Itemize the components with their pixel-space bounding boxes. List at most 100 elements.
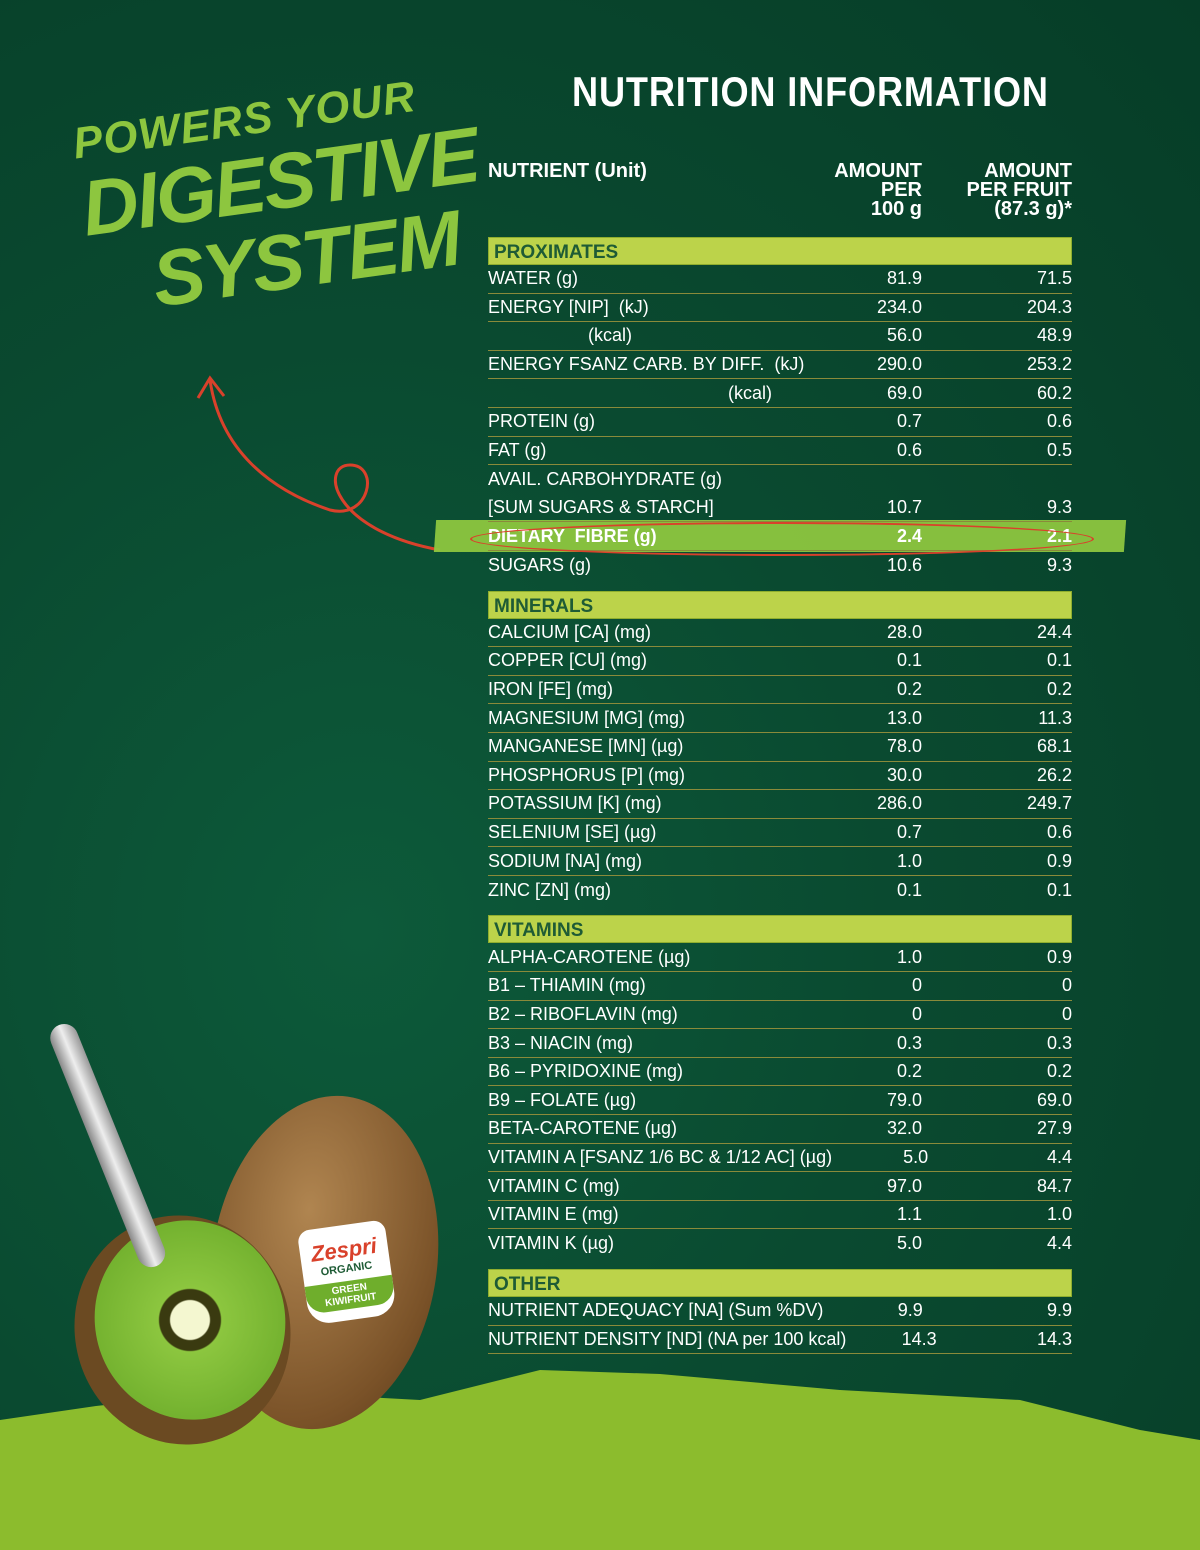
nutrient-name: VITAMIN K (µg) [488, 1233, 615, 1254]
nutrient-name: BETA-CAROTENE (µg) [488, 1118, 678, 1139]
amount-per-fruit: 11.3 [1038, 707, 1072, 728]
nutrient-name: IRON [FE] (mg) [488, 679, 613, 700]
table-row: [SUM SUGARS & STARCH] 10.7 9.3 [488, 494, 1072, 523]
nutrient-name: MAGNESIUM [MG] (mg) [488, 707, 685, 728]
amount-per-fruit: 0 [1061, 975, 1072, 996]
amount-per-100g: 14.3 [901, 1328, 937, 1349]
nutrient-name: B9 – FOLATE (µg) [488, 1089, 637, 1110]
amount-per-fruit: 0.9 [1046, 946, 1072, 967]
amount-per-100g: 0.2 [896, 679, 922, 700]
nutrient-name: MANGANESE [MN] (µg) [488, 736, 684, 757]
amount-per-fruit: 0.2 [1046, 1061, 1072, 1082]
table-row: WATER (g) 81.9 71.5 [488, 265, 1072, 294]
amount-per-100g: 9.9 [897, 1300, 923, 1321]
amount-per-fruit: 0.2 [1046, 679, 1072, 700]
amount-per-100g: 286.0 [876, 793, 922, 814]
amount-per-fruit: 9.3 [1046, 554, 1072, 575]
header-nutrient: NUTRIENT (Unit) [488, 160, 647, 182]
table-row: ENERGY FSANZ CARB. BY DIFF. (kJ) 290.0 253… [488, 351, 1072, 380]
table-row: B2 – RIBOFLAVIN (mg) 0 0 [488, 1001, 1072, 1030]
nutrient-name: VITAMIN A [FSANZ 1/6 BC & 1/12 AC] (µg) [488, 1146, 833, 1167]
amount-per-100g: 97.0 [886, 1175, 922, 1196]
nutrient-name: POTASSIUM [K] (mg) [488, 793, 662, 814]
amount-per-fruit: 204.3 [1026, 296, 1072, 317]
amount-per-100g: 1.1 [896, 1204, 922, 1225]
table-row: MAGNESIUM [MG] (mg) 13.0 11.3 [488, 704, 1072, 733]
amount-per-100g: 10.7 [886, 497, 922, 518]
header-per-100g: AMOUNT PER 100 g [834, 160, 922, 220]
amount-per-100g: 13.0 [886, 707, 922, 728]
amount-per-fruit: 24.4 [1036, 621, 1072, 642]
table-row: VITAMIN E (mg) 1.1 1.0 [488, 1201, 1072, 1230]
amount-per-100g: 1.0 [896, 946, 922, 967]
amount-per-100g: 234.0 [876, 296, 922, 317]
amount-per-100g: 0.7 [896, 821, 922, 842]
amount-per-100g: 0.2 [896, 1061, 922, 1082]
amount-per-100g: 69.0 [886, 382, 922, 403]
nutrient-name: (kcal) [488, 325, 633, 346]
amount-per-100g: 0.7 [896, 411, 922, 432]
amount-per-fruit: 48.9 [1036, 325, 1072, 346]
amount-per-fruit: 0.6 [1046, 821, 1072, 842]
table-row: COPPER [CU] (mg) 0.1 0.1 [488, 647, 1072, 676]
table-row: SELENIUM [SE] (µg) 0.7 0.6 [488, 819, 1072, 848]
amount-per-100g: 0.1 [896, 879, 922, 900]
table-row: VITAMIN C (mg) 97.0 84.7 [488, 1172, 1072, 1201]
amount-per-100g: 0 [911, 1003, 922, 1024]
slogan: POWERS YOUR DIGESTIVE SYSTEM [70, 65, 493, 328]
amount-per-fruit: 0.9 [1046, 850, 1072, 871]
amount-per-fruit: 0.5 [1046, 439, 1072, 460]
nutrient-name: ENERGY FSANZ CARB. BY DIFF. (kJ) [488, 354, 805, 375]
amount-per-100g: 81.9 [886, 268, 922, 289]
nutrition-table: PROXIMATES WATER (g) 81.9 71.5 ENERGY [NIP] … [488, 237, 1072, 1355]
amount-per-fruit: 9.9 [1046, 1300, 1072, 1321]
amount-per-fruit: 27.9 [1036, 1118, 1072, 1139]
table-row: CALCIUM [CA] (mg) 28.0 24.4 [488, 619, 1072, 648]
spoon-image [46, 1019, 170, 1272]
table-row: ZINC [ZN] (mg) 0.1 0.1 [488, 876, 1072, 905]
section-header: PROXIMATES [488, 237, 1072, 265]
amount-per-fruit: 0.1 [1046, 879, 1072, 900]
nutrient-name: NUTRIENT DENSITY [ND] (NA per 100 kcal) [488, 1328, 847, 1349]
table-row: BETA-CAROTENE (µg) 32.0 27.9 [488, 1115, 1072, 1144]
nutrient-name: ENERGY [NIP] (kJ) [488, 296, 649, 317]
amount-per-100g: 0.6 [896, 439, 922, 460]
table-row: B3 – NIACIN (mg) 0.3 0.3 [488, 1029, 1072, 1058]
table-row: NUTRIENT DENSITY [ND] (NA per 100 kcal) 1… [488, 1326, 1072, 1355]
nutrient-name: PROTEIN (g) [488, 411, 596, 432]
nutrient-name: SODIUM [NA] (mg) [488, 850, 643, 871]
amount-per-fruit: 4.4 [1046, 1146, 1072, 1167]
section-header: MINERALS [488, 590, 1072, 619]
amount-per-fruit: 68.1 [1036, 736, 1072, 757]
nutrient-name: B1 – THIAMIN (mg) [488, 975, 646, 996]
nutrient-name: B3 – NIACIN (mg) [488, 1032, 634, 1053]
table-row: (kcal) 56.0 48.9 [488, 322, 1072, 351]
amount-per-100g: 56.0 [886, 325, 922, 346]
table-row: (kcal) 69.0 60.2 [488, 379, 1072, 408]
nutrient-name: AVAIL. CARBOHYDRATE (g) [488, 468, 723, 489]
amount-per-100g: 32.0 [886, 1118, 922, 1139]
table-row: B1 – THIAMIN (mg) 0 0 [488, 972, 1072, 1001]
nutrient-name: PHOSPHORUS [P] (mg) [488, 764, 686, 785]
nutrient-name: NUTRIENT ADEQUACY [NA] (Sum %DV) [488, 1300, 824, 1321]
amount-per-100g: 5.0 [896, 1233, 922, 1254]
nutrient-name: COPPER [CU] (mg) [488, 650, 648, 671]
table-row: SUGARS (g) 10.6 9.3 [488, 551, 1072, 580]
page-title: NUTRITION INFORMATION [572, 68, 1049, 115]
table-row: AVAIL. CARBOHYDRATE (g) [488, 465, 1072, 494]
amount-per-100g: 79.0 [886, 1089, 922, 1110]
amount-per-fruit: 9.3 [1046, 497, 1072, 518]
nutrient-name: ALPHA-CAROTENE (µg) [488, 946, 691, 967]
amount-per-100g: 1.0 [896, 850, 922, 871]
amount-per-fruit: 69.0 [1036, 1089, 1072, 1110]
nutrient-name: B2 – RIBOFLAVIN (mg) [488, 1003, 678, 1024]
amount-per-fruit: 0.6 [1046, 411, 1072, 432]
nutrient-name: (kcal) [488, 382, 773, 403]
amount-per-100g: 30.0 [886, 764, 922, 785]
table-row: B9 – FOLATE (µg) 79.0 69.0 [488, 1086, 1072, 1116]
nutrient-name: [SUM SUGARS & STARCH] [488, 497, 714, 518]
nutrient-name: VITAMIN C (mg) [488, 1175, 620, 1196]
amount-per-fruit: 26.2 [1036, 764, 1072, 785]
amount-per-100g: 5.0 [903, 1146, 929, 1167]
amount-per-100g: 28.0 [886, 621, 922, 642]
